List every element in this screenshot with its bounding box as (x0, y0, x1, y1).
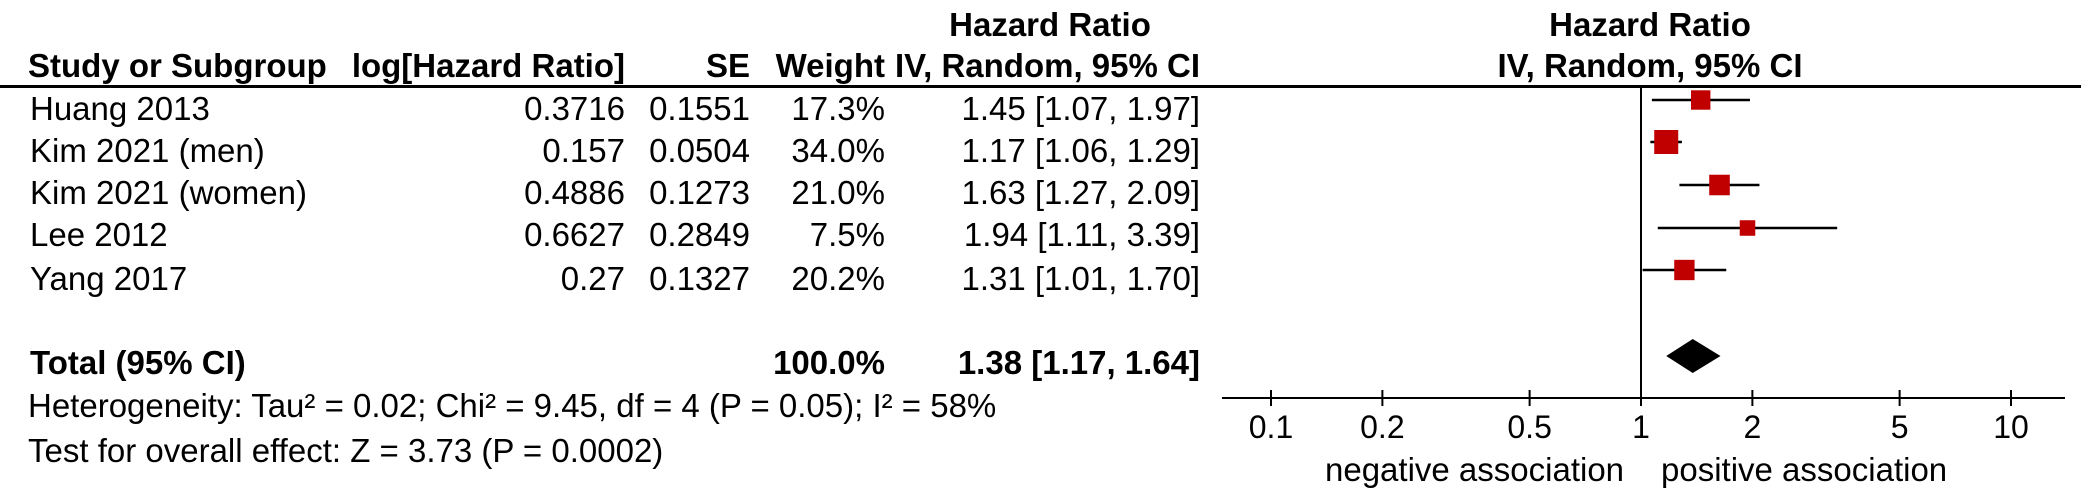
x-tick-label: 0.2 (1360, 409, 1404, 445)
se-value: 0.1327 (649, 260, 750, 297)
col-loghr-header: log[Hazard Ratio] (351, 47, 625, 84)
loghr-value: 0.27 (560, 260, 625, 297)
se-value: 0.1273 (649, 174, 750, 211)
heterogeneity-text: Heterogeneity: Tau² = 0.02; Chi² = 9.45,… (28, 387, 997, 424)
se-value: 0.0504 (649, 132, 750, 169)
study-name: Yang 2017 (30, 260, 188, 297)
weight-value: 17.3% (791, 90, 885, 127)
x-tick-label: 2 (1743, 409, 1761, 445)
loghr-value: 0.3716 (524, 90, 625, 127)
col-method-header: IV, Random, 95% CI (894, 47, 1200, 84)
se-value: 0.2849 (649, 216, 750, 253)
loghr-value: 0.4886 (524, 174, 625, 211)
total-label: Total (95% CI) (30, 344, 246, 381)
total-ci: 1.38 [1.17, 1.64] (957, 344, 1200, 381)
col-se-header: SE (705, 47, 750, 84)
right-method-header: IV, Random, 95% CI (1497, 47, 1803, 84)
x-axis-label-left: negative association (1325, 451, 1625, 488)
col-weight-header: Weight (775, 47, 885, 84)
x-tick-label: 10 (1993, 409, 2029, 445)
loghr-value: 0.157 (542, 132, 625, 169)
ci-value: 1.31 [1.01, 1.70] (961, 260, 1200, 297)
weight-value: 7.5% (809, 216, 885, 253)
weight-value: 21.0% (791, 174, 885, 211)
se-value: 0.1551 (649, 90, 750, 127)
header-rule (0, 85, 2081, 88)
study-name: Huang 2013 (30, 90, 210, 127)
study-marker (1690, 90, 1711, 110)
study-name: Kim 2021 (women) (30, 174, 307, 211)
pooled-diamond (1666, 339, 1721, 373)
weight-value: 20.2% (791, 260, 885, 297)
x-axis-label-right: positive association (1661, 451, 1948, 488)
left-title: Hazard Ratio (949, 6, 1151, 43)
study-name: Lee 2012 (30, 216, 168, 253)
study-name: Kim 2021 (men) (30, 132, 265, 169)
study-marker (1654, 130, 1679, 154)
loghr-value: 0.6627 (524, 216, 625, 253)
x-tick-label: 0.1 (1249, 409, 1293, 445)
total-weight: 100.0% (773, 344, 885, 381)
ci-value: 1.17 [1.06, 1.29] (961, 132, 1200, 169)
ci-value: 1.63 [1.27, 2.09] (961, 174, 1200, 211)
overall-effect-text: Test for overall effect: Z = 3.73 (P = 0… (28, 432, 664, 469)
right-title: Hazard Ratio (1549, 6, 1751, 43)
study-marker (1674, 259, 1695, 281)
x-tick-label: 1 (1632, 409, 1650, 445)
study-marker (1739, 220, 1756, 236)
weight-value: 34.0% (791, 132, 885, 169)
study-marker (1709, 174, 1730, 196)
col-study-header: Study or Subgroup (28, 47, 327, 84)
ci-value: 1.45 [1.07, 1.97] (961, 90, 1200, 127)
ci-value: 1.94 [1.11, 3.39] (963, 216, 1200, 253)
x-tick-label: 5 (1891, 409, 1909, 445)
x-tick-label: 0.5 (1507, 409, 1551, 445)
